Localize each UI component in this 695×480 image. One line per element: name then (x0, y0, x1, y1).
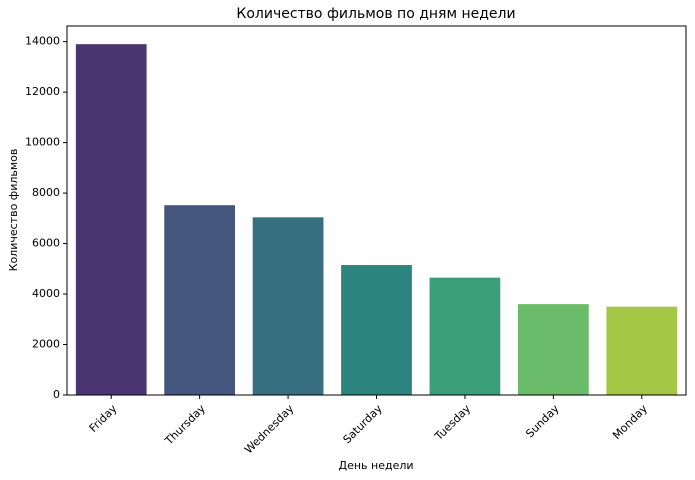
x-tick-label: Thursday (162, 402, 208, 448)
x-tick-label: Tuesday (432, 402, 474, 444)
y-tick-label: 12000 (25, 85, 60, 98)
bar (341, 265, 412, 395)
y-tick-label: 10000 (25, 136, 60, 149)
y-tick-label: 4000 (32, 287, 60, 300)
y-tick-label: 14000 (25, 35, 60, 48)
x-tick-label: Monday (610, 402, 650, 442)
x-tick-label: Friday (87, 402, 120, 435)
y-axis-label: Количество фильмов (7, 149, 20, 272)
chart-title: Количество фильмов по дням недели (236, 6, 515, 22)
bar (606, 306, 678, 395)
bar (252, 217, 324, 395)
y-tick-label: 0 (53, 388, 60, 401)
bar (517, 304, 589, 395)
x-tick-label: Wednesday (242, 402, 297, 457)
y-tick-label: 2000 (32, 338, 60, 351)
bar (75, 44, 147, 396)
x-tick-label: Saturday (340, 402, 385, 447)
plot-frame (66, 25, 687, 396)
bar (429, 277, 501, 395)
bar (164, 205, 236, 395)
y-tick-label: 6000 (32, 237, 60, 250)
x-tick-label: Sunday (523, 402, 562, 441)
x-axis-label: День недели (338, 459, 413, 472)
y-tick-label: 8000 (32, 186, 60, 199)
